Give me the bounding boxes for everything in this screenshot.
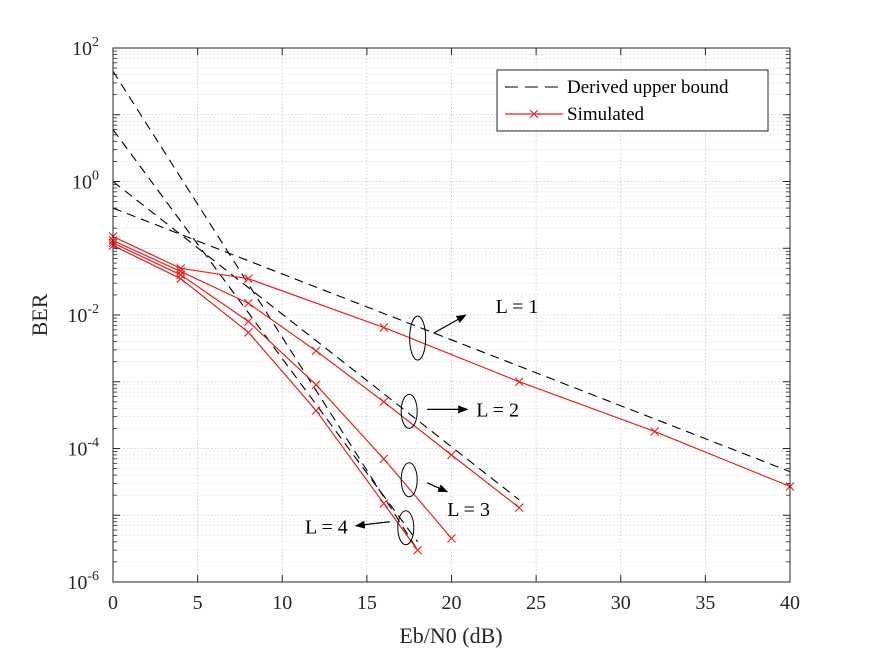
data-point — [379, 454, 389, 464]
x-tick-label: 20 — [442, 592, 462, 614]
series-6 — [108, 236, 524, 513]
annotation-1: L = 1 — [409, 296, 539, 361]
data-point — [413, 545, 423, 555]
data-point — [311, 380, 321, 390]
annotation-4: L = 4 — [305, 510, 415, 546]
data-point — [379, 323, 389, 332]
x-tick-label: 25 — [526, 592, 546, 614]
data-point — [176, 274, 186, 284]
x-tick-label: 35 — [695, 592, 715, 614]
data-point — [244, 317, 253, 326]
x-tick-label: 10 — [272, 592, 292, 614]
data-point — [176, 263, 186, 273]
legend-entry: Simulated — [505, 104, 645, 125]
data-point — [650, 427, 659, 436]
data-point — [244, 274, 253, 284]
series-2 — [112, 181, 520, 501]
series-1 — [112, 207, 791, 473]
y-tick-label: 10-6 — [67, 569, 99, 594]
legend-box — [496, 69, 769, 132]
x-tick-label: 40 — [780, 592, 800, 614]
annotation-label: L = 4 — [305, 517, 348, 539]
y-tick-labels: 10-6 10-4 10-2 100 102 — [67, 35, 99, 594]
legend-entry: Derived upper bound — [505, 77, 729, 98]
data-point — [379, 499, 389, 508]
annotation-ellipse — [409, 315, 427, 361]
legend-label: Simulated — [567, 104, 645, 125]
x-axis-title: Eb/N0 (dB) — [399, 623, 502, 648]
y-tick-label: 10-2 — [67, 302, 99, 327]
series-line — [112, 244, 419, 551]
x-tick-labels: 0 5 10 15 20 25 30 35 40 — [108, 592, 800, 614]
series-4 — [112, 70, 419, 551]
data-point — [311, 406, 321, 415]
annotation-label: L = 3 — [447, 499, 490, 521]
legend: Derived upper bound Simulated — [496, 69, 769, 132]
tick-layer — [112, 47, 791, 583]
x-tick-label: 5 — [193, 592, 203, 614]
annotation-arrow — [426, 482, 449, 493]
data-point — [447, 450, 456, 460]
annotation-label: L = 1 — [496, 296, 539, 318]
series-3 — [112, 129, 419, 543]
data-point — [514, 377, 524, 387]
annotation-2: L = 2 — [400, 393, 519, 429]
x-tick-label: 15 — [357, 592, 377, 614]
data-point — [244, 327, 253, 337]
y-tick-label: 10-4 — [67, 436, 99, 461]
data-point — [311, 346, 321, 356]
y-tick-label: 102 — [72, 35, 99, 60]
annotation-layer: L = 1 L = 2 L = 3 L = 4 — [305, 296, 539, 546]
data-point — [447, 534, 456, 543]
annotation-arrow — [433, 314, 467, 334]
annotation-ellipse — [400, 393, 418, 429]
x-tick-label: 0 — [108, 592, 118, 614]
series-layer — [108, 70, 795, 555]
series-line — [112, 207, 791, 473]
annotation-ellipse — [400, 462, 418, 498]
data-point — [244, 298, 253, 308]
annotation-arrow — [354, 520, 390, 529]
annotation-3: L = 3 — [400, 462, 490, 521]
data-point — [379, 397, 389, 407]
data-point — [514, 503, 524, 513]
annotation-ellipse — [397, 510, 415, 546]
annotation-label: L = 2 — [476, 399, 519, 421]
legend-marker — [529, 109, 539, 119]
series-line — [112, 242, 452, 539]
legend-label: Derived upper bound — [567, 77, 729, 98]
series-line — [112, 70, 419, 551]
y-axis-title: BER — [27, 293, 52, 336]
y-tick-label: 100 — [72, 169, 99, 194]
x-tick-label: 30 — [611, 592, 631, 614]
series-line — [112, 129, 419, 543]
series-line — [112, 181, 520, 501]
